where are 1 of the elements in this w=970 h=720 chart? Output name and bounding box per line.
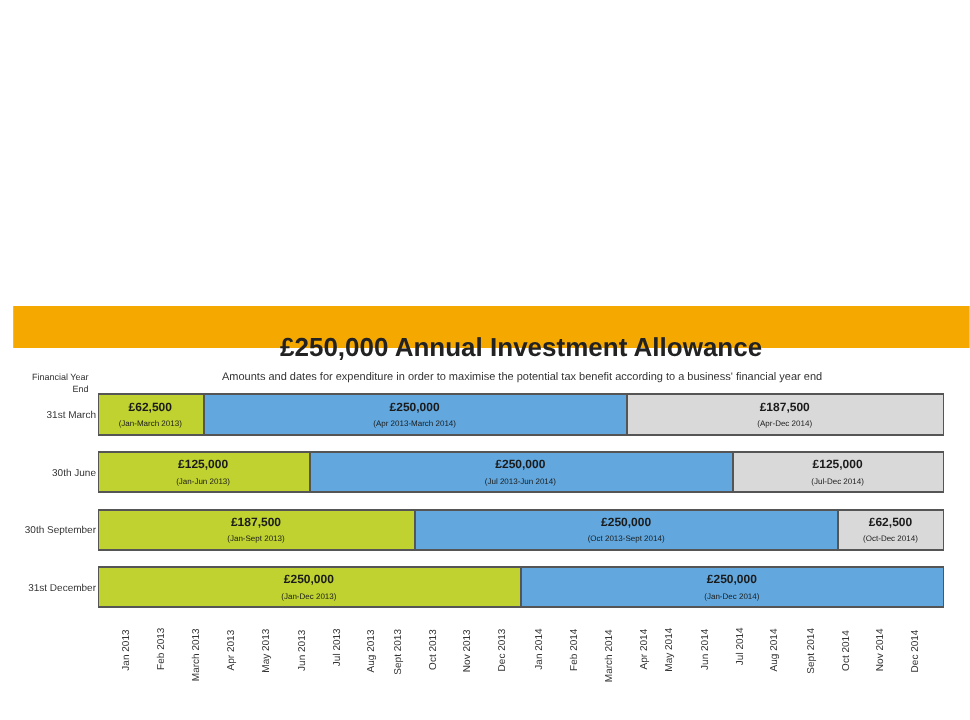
chart-title: £250,000 Annual Investment Allowance xyxy=(280,332,763,362)
